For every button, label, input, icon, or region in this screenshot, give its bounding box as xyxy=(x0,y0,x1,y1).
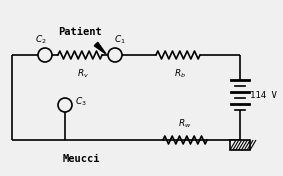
Text: 114 V: 114 V xyxy=(250,90,277,99)
Text: $R_w$: $R_w$ xyxy=(178,118,192,130)
Text: Meucci: Meucci xyxy=(62,154,100,164)
Text: $R_v$: $R_v$ xyxy=(77,67,89,80)
FancyBboxPatch shape xyxy=(230,140,250,150)
Text: $C_3$: $C_3$ xyxy=(75,96,87,108)
Text: $C_1$: $C_1$ xyxy=(114,33,126,46)
Text: $R_b$: $R_b$ xyxy=(174,67,186,80)
Text: Patient: Patient xyxy=(58,27,102,37)
Circle shape xyxy=(58,98,72,112)
Circle shape xyxy=(38,48,52,62)
Polygon shape xyxy=(94,42,106,54)
Circle shape xyxy=(108,48,122,62)
Text: $C_2$: $C_2$ xyxy=(35,33,47,46)
